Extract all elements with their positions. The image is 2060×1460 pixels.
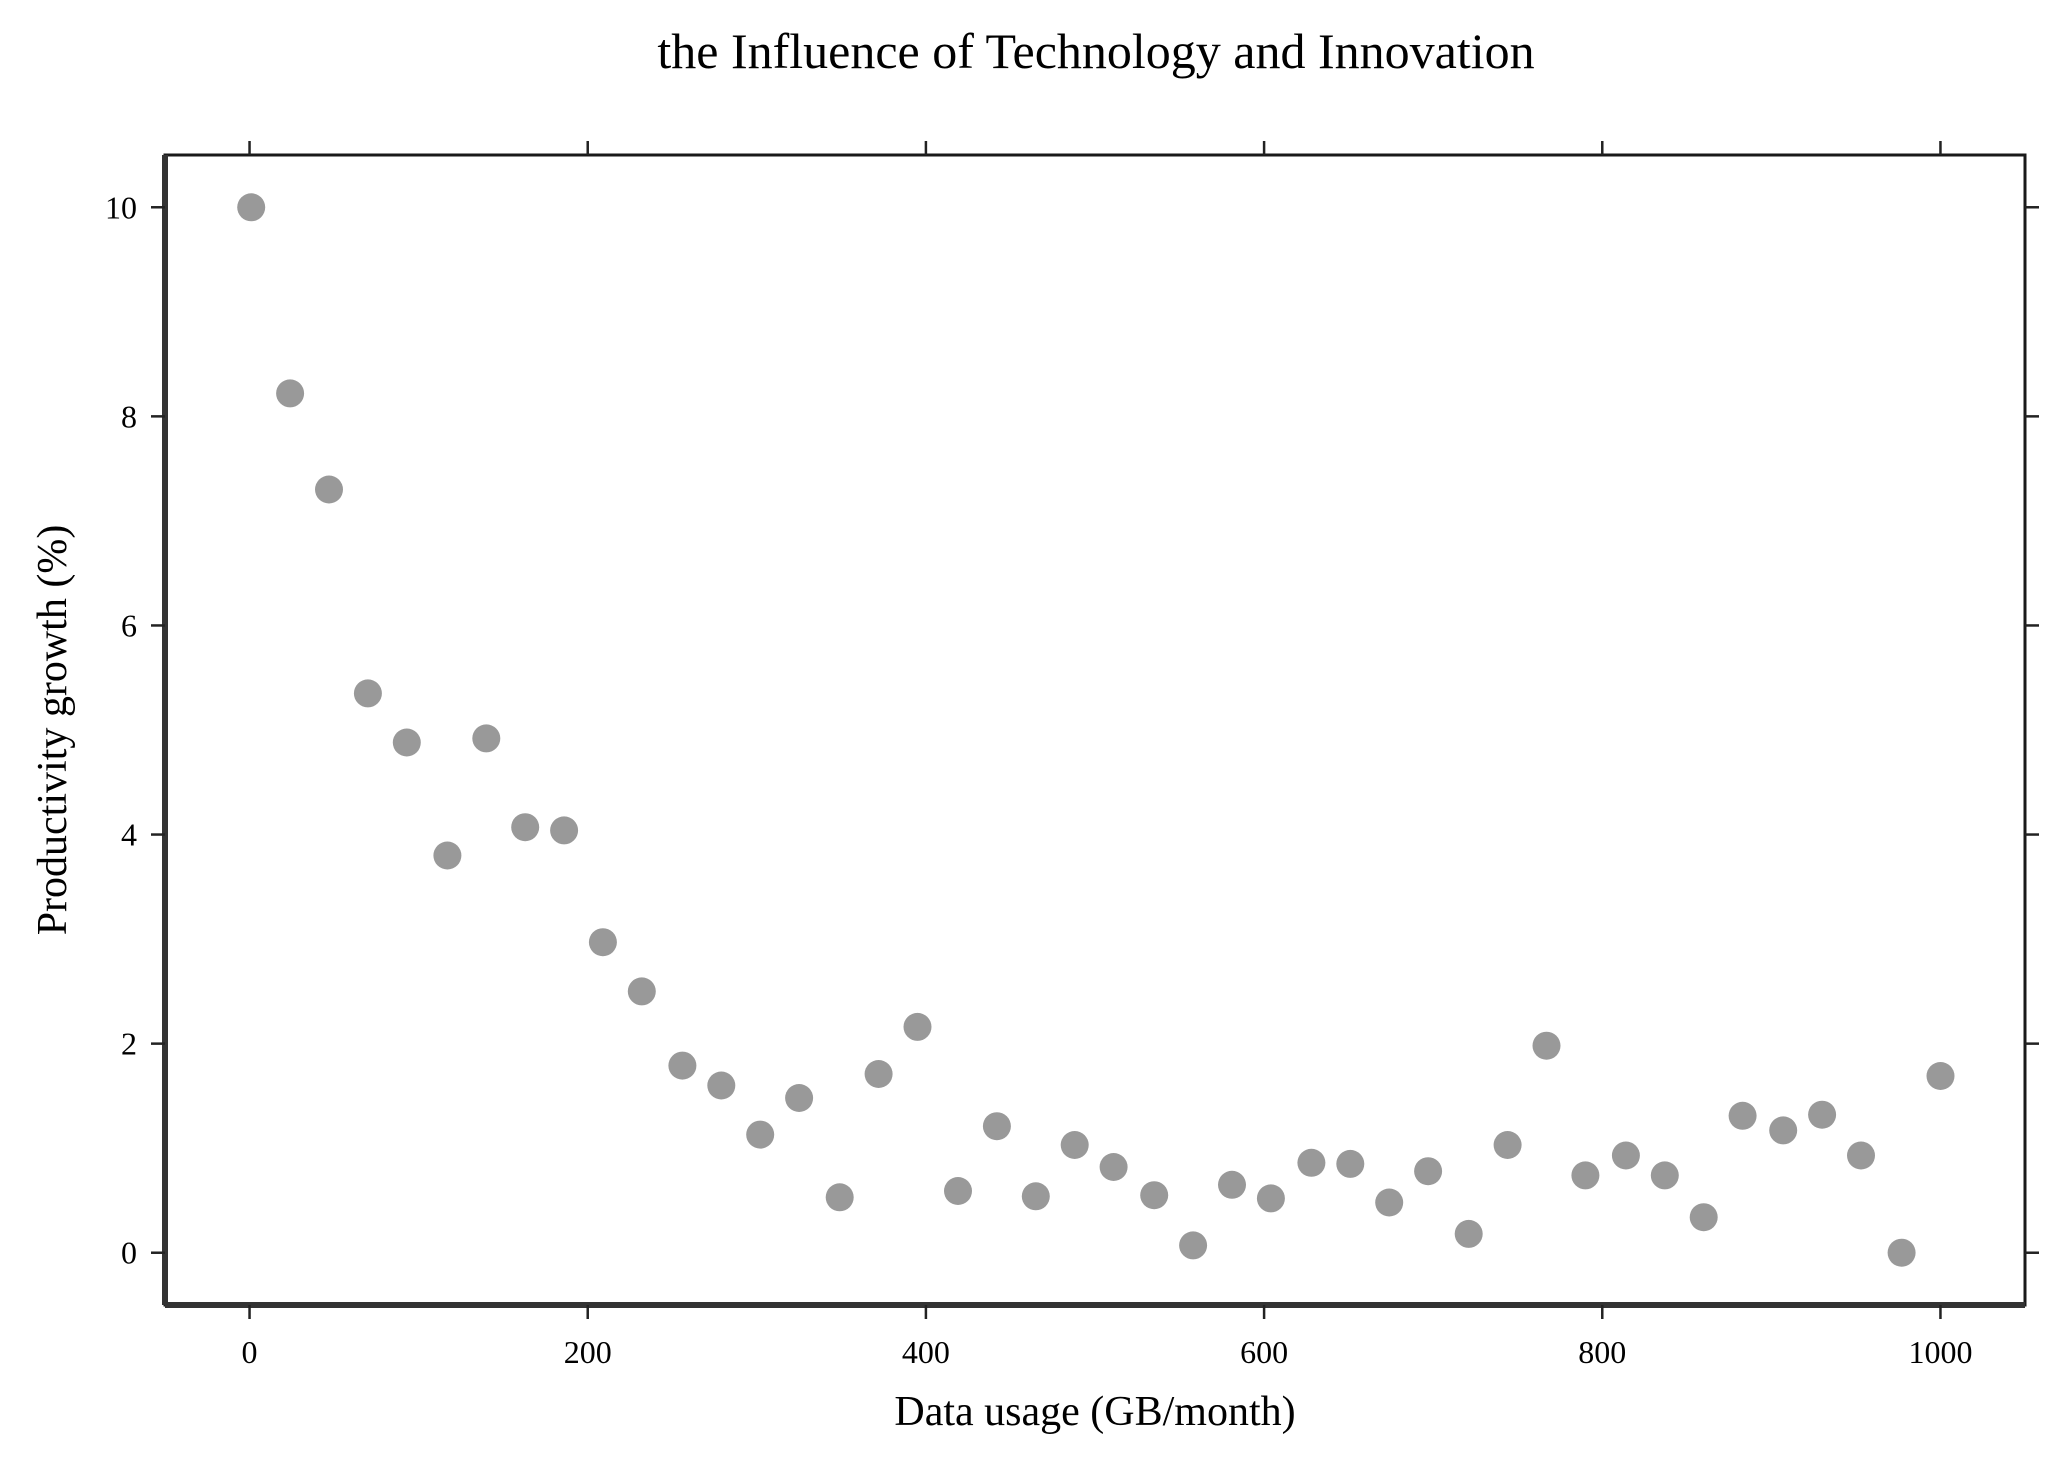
data-point (1532, 1031, 1561, 1060)
data-point (1847, 1141, 1875, 1170)
data-point (1140, 1181, 1169, 1210)
data-point (392, 728, 421, 757)
y-tick-label: 10 (105, 189, 137, 225)
y-tick-label: 4 (121, 817, 137, 853)
data-point (353, 679, 382, 708)
data-point (1021, 1182, 1050, 1211)
chart-title: the Influence of Technology and Innovati… (657, 23, 1534, 79)
data-point (1414, 1157, 1443, 1186)
data-point (1571, 1161, 1600, 1190)
x-tick-label: 0 (242, 1334, 258, 1370)
data-point (1297, 1148, 1326, 1177)
data-point (237, 193, 266, 222)
data-point (511, 813, 540, 842)
x-tick-label: 400 (902, 1334, 950, 1370)
plot-area (162, 153, 2027, 1308)
data-point (1375, 1188, 1404, 1217)
data-point (746, 1120, 775, 1149)
data-point (472, 724, 501, 753)
data-point (1454, 1219, 1483, 1248)
x-tick-label: 600 (1240, 1334, 1288, 1370)
data-point (1887, 1238, 1916, 1267)
data-point (627, 977, 656, 1006)
data-point (276, 379, 305, 408)
y-tick-label: 2 (121, 1026, 137, 1062)
x-tick-label: 1000 (1908, 1334, 1972, 1370)
data-point (1218, 1170, 1246, 1199)
data-point (315, 475, 343, 504)
data-point (1256, 1184, 1285, 1213)
x-tick-label: 800 (1578, 1334, 1626, 1370)
data-point (433, 841, 462, 870)
data-point (1099, 1153, 1128, 1181)
data-point (1611, 1141, 1640, 1170)
data-point (1179, 1231, 1208, 1260)
y-tick-label: 6 (121, 607, 137, 643)
x-tick-label: 200 (564, 1334, 612, 1370)
data-point (1926, 1062, 1955, 1090)
data-point (1060, 1131, 1089, 1159)
data-point (588, 928, 617, 957)
data-point (825, 1183, 854, 1212)
data-point (668, 1051, 697, 1080)
data-point (944, 1177, 972, 1205)
data-point (1769, 1116, 1798, 1145)
data-points (237, 193, 1955, 1267)
y-axis-label: Productivity growth (%) (30, 525, 76, 936)
x-axis-label: Data usage (GB/month) (894, 1389, 1295, 1435)
data-point (707, 1071, 736, 1100)
y-tick-label: 0 (121, 1235, 137, 1271)
data-point (785, 1084, 814, 1112)
data-point (903, 1012, 932, 1041)
data-point (864, 1060, 893, 1088)
data-point (1689, 1203, 1718, 1232)
y-tick-label: 8 (121, 398, 137, 434)
data-point (1650, 1161, 1679, 1190)
data-point (1808, 1100, 1837, 1129)
data-point (550, 816, 579, 845)
data-point (982, 1112, 1011, 1141)
data-point (1336, 1149, 1365, 1178)
axis-ticks: 0 200 400 600 800 1000 0 2 4 6 8 10 (105, 141, 2039, 1370)
data-point (1493, 1131, 1522, 1159)
data-point (1728, 1101, 1757, 1130)
plot-frame (163, 153, 2027, 1307)
